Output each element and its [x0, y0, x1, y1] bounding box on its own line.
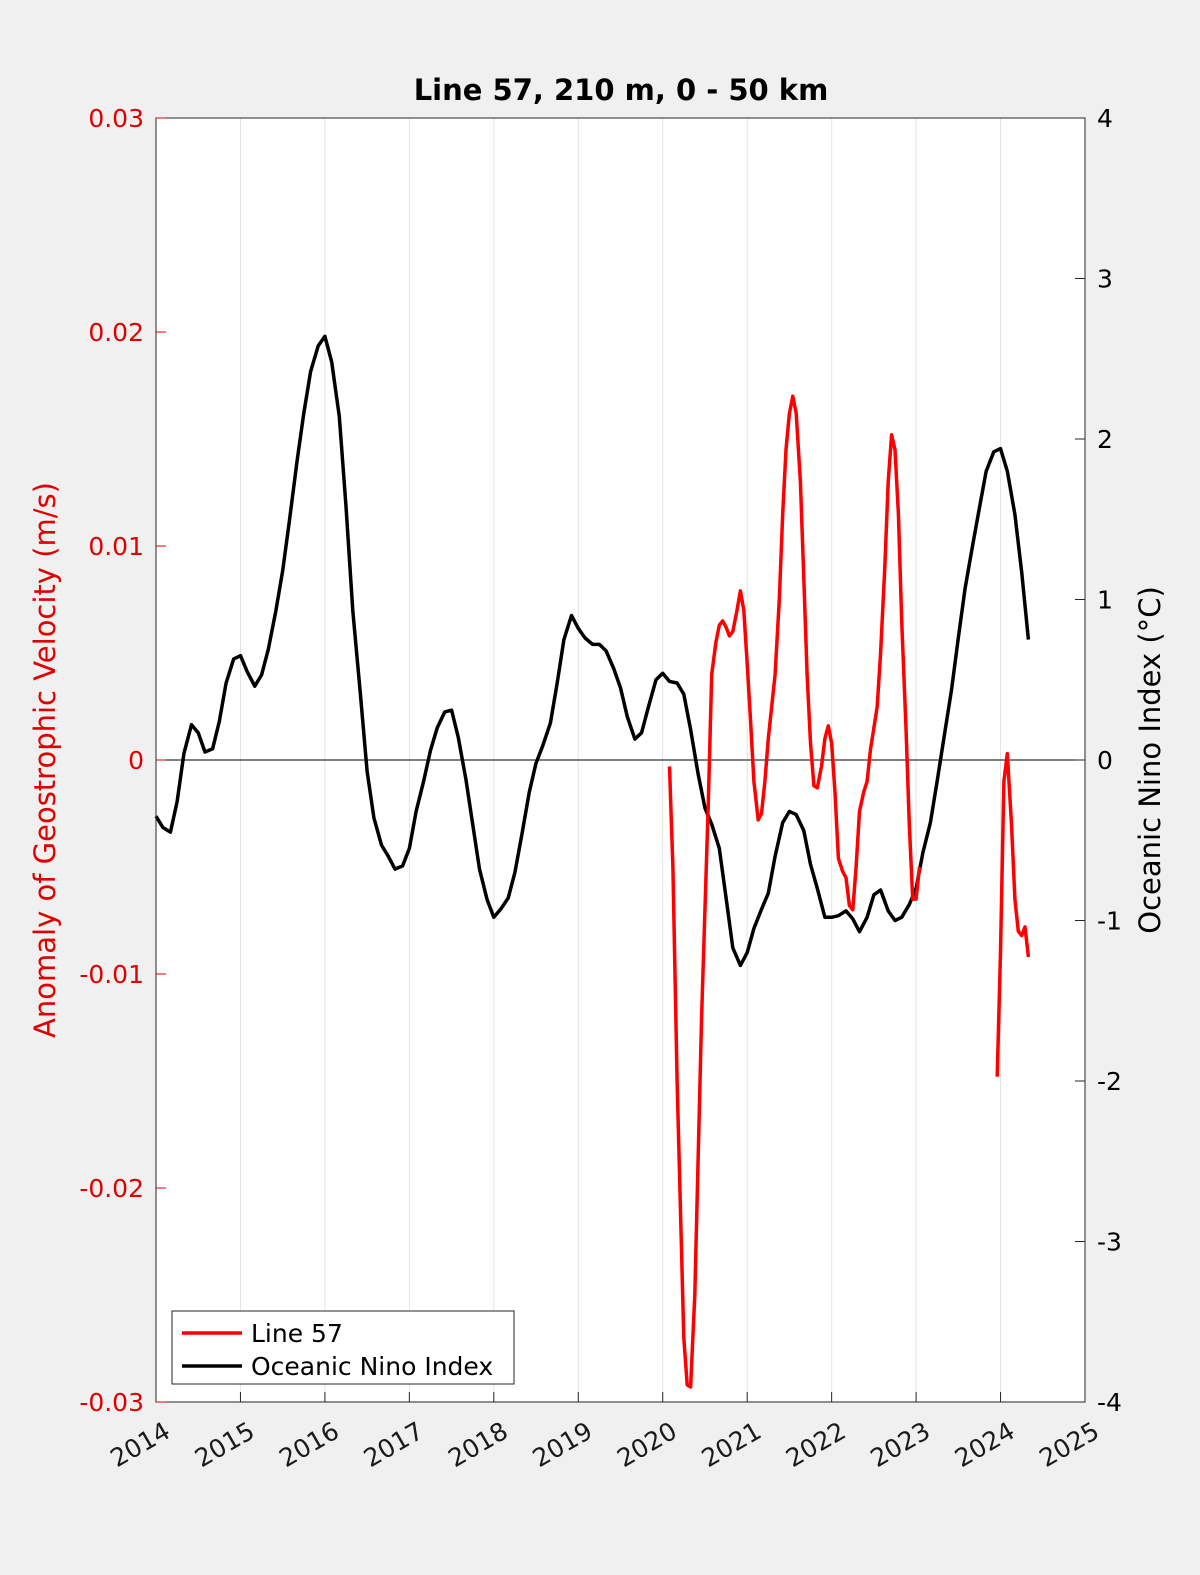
x-tick-label: 2016 [274, 1416, 344, 1473]
legend-label-line57: Line 57 [251, 1319, 343, 1348]
legend-box [171, 1310, 515, 1385]
y-left-tick-label: 0.01 [88, 532, 144, 561]
x-tick-label: 2017 [359, 1416, 429, 1473]
y-right-tick-label: 2 [1097, 425, 1113, 454]
y-right-tick-label: -1 [1097, 907, 1122, 936]
y-right-tick-label: 3 [1097, 265, 1113, 294]
x-tick-label: 2019 [528, 1416, 598, 1473]
series-line-line57-segment-2 [995, 751, 1031, 1077]
legend: Line 57 Oceanic Nino Index [171, 1310, 515, 1385]
y-right-tick-label: -2 [1097, 1067, 1122, 1096]
series-layer [154, 334, 1031, 1389]
chart-title: Line 57, 210 m, 0 - 50 km [414, 73, 829, 107]
series-line-oceanic-nino-index [154, 334, 1031, 968]
y-left-tick-label: -0.03 [79, 1388, 144, 1417]
x-tick-label: 2014 [105, 1416, 175, 1473]
y-right-tick-label: 4 [1097, 104, 1113, 133]
y-axis-label-right: Oceanic Nino Index (°C) [1133, 586, 1167, 934]
series-line-line57-segment-1 [667, 394, 922, 1389]
y-left-tick-label: 0 [128, 746, 144, 775]
y-right-tick-label: 1 [1097, 586, 1113, 615]
x-tick-label: 2025 [1034, 1416, 1104, 1473]
legend-label-oni: Oceanic Nino Index [251, 1352, 493, 1381]
y-right-tick-label: -3 [1097, 1228, 1122, 1257]
y-left-tick-label: -0.02 [79, 1174, 144, 1203]
x-tick-label: 2018 [443, 1416, 513, 1473]
x-axis: 2014 2015 2016 2017 2018 2019 2020 2021 2022 2023… [105, 1392, 1104, 1473]
y-left-tick-label: -0.01 [79, 960, 144, 989]
x-tick-label: 2015 [190, 1416, 260, 1473]
x-tick-label: 2020 [612, 1416, 682, 1473]
x-tick-label: 2024 [950, 1416, 1020, 1473]
x-tick-label: 2022 [781, 1416, 851, 1473]
right-axis: 4 3 2 1 0 -1 -2 -3 -4 [1075, 104, 1122, 1417]
y-right-tick-label: -4 [1097, 1388, 1122, 1417]
left-axis: 0.03 0.02 0.01 0 -0.01 -0.02 -0.03 [79, 104, 166, 1417]
x-tick-label: 2023 [865, 1416, 935, 1473]
y-axis-label-left: Anomaly of Geostrophic Velocity (m/s) [28, 482, 62, 1038]
y-left-tick-label: 0.03 [88, 104, 144, 133]
y-right-tick-label: 0 [1097, 746, 1113, 775]
y-left-tick-label: 0.02 [88, 318, 144, 347]
x-tick-label: 2021 [697, 1416, 767, 1473]
